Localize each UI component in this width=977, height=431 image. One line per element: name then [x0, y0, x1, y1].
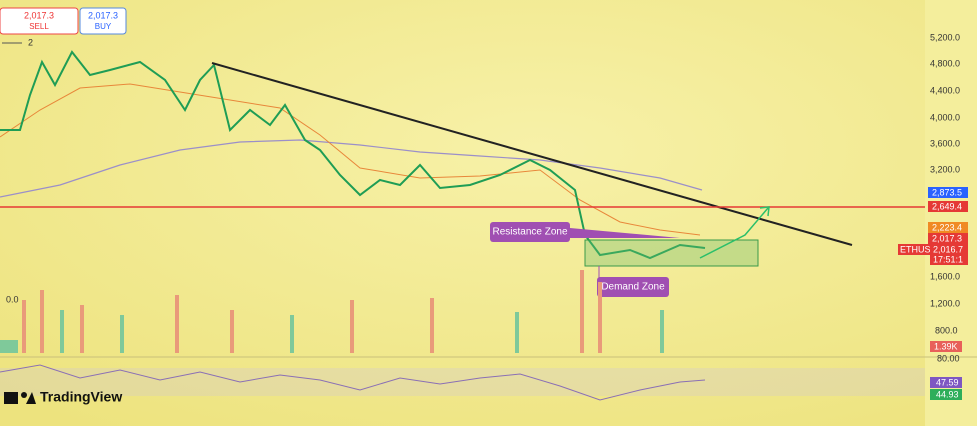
countdown: 17:51:1: [933, 254, 963, 264]
tag-bg: [928, 233, 968, 244]
price-scale: [925, 0, 977, 426]
price-tick: 3,200.0: [930, 164, 960, 174]
tag-bg: [930, 377, 962, 388]
price-path: [0, 50, 706, 260]
arrow-head: [759, 206, 770, 217]
tag-bg: [930, 341, 962, 352]
level-tag: 2,017.3: [932, 233, 962, 243]
price-tick: 3,600.0: [930, 138, 960, 148]
buy-label: BUY: [95, 22, 112, 31]
demand-box: [584, 239, 759, 267]
demand-callout: [597, 277, 669, 297]
price-tick: 5,200.0: [930, 32, 960, 42]
price-tick: 4,000.0: [930, 112, 960, 122]
rsi-ma-tag: 44.93: [936, 389, 959, 399]
tag-bg: [898, 244, 930, 255]
brand-logo: [4, 392, 18, 404]
rsi-line: [0, 364, 706, 401]
rsi-tick: 80.00: [937, 353, 960, 363]
brand-logo: [26, 392, 36, 404]
resistance-callout: [490, 222, 570, 242]
buy-button[interactable]: [79, 7, 127, 35]
symbol-tag: ETHUSD: [900, 244, 938, 254]
brand-name: TradingView: [40, 389, 122, 405]
price-tick: 4,400.0: [930, 85, 960, 95]
tag-bg: [928, 187, 968, 198]
buy-price: 2,017.3: [88, 10, 118, 20]
demand-label: Demand Zone: [601, 282, 665, 293]
tag-bg: [928, 201, 968, 212]
sell-label: SELL: [29, 22, 49, 31]
level-tag: 2,223.4: [932, 222, 962, 232]
sell-button[interactable]: [0, 7, 79, 35]
sell-price: 2,017.3: [24, 10, 54, 20]
tag-bg: [930, 244, 968, 265]
volume-bars: [0, 270, 664, 353]
level-tag: 2,873.5: [932, 187, 962, 197]
volume-tag: 1.39K: [934, 341, 958, 351]
price-tick: 800.0: [935, 325, 958, 335]
brand-logo: [21, 392, 27, 398]
ma-fast: [0, 83, 701, 236]
price-tick: 1,600.0: [930, 271, 960, 281]
tag-bg: [930, 389, 962, 400]
rsi-band: [0, 368, 925, 396]
last-price: 2,016.7: [933, 244, 963, 254]
resistance-label: Resistance Zone: [492, 227, 567, 238]
level-tag: 2,649.4: [932, 201, 962, 211]
rsi-tag: 47.59: [936, 377, 959, 387]
ma-slow: [0, 139, 703, 198]
projection-arrow: [699, 207, 769, 259]
volume-value: 0.0: [6, 294, 19, 304]
price-tick: 4,800.0: [930, 58, 960, 68]
trendline: [211, 62, 853, 246]
indicator-count: 2: [28, 37, 33, 47]
callout-pointer: [570, 228, 680, 238]
tag-bg: [928, 222, 968, 233]
price-tick: 1,200.0: [930, 298, 960, 308]
